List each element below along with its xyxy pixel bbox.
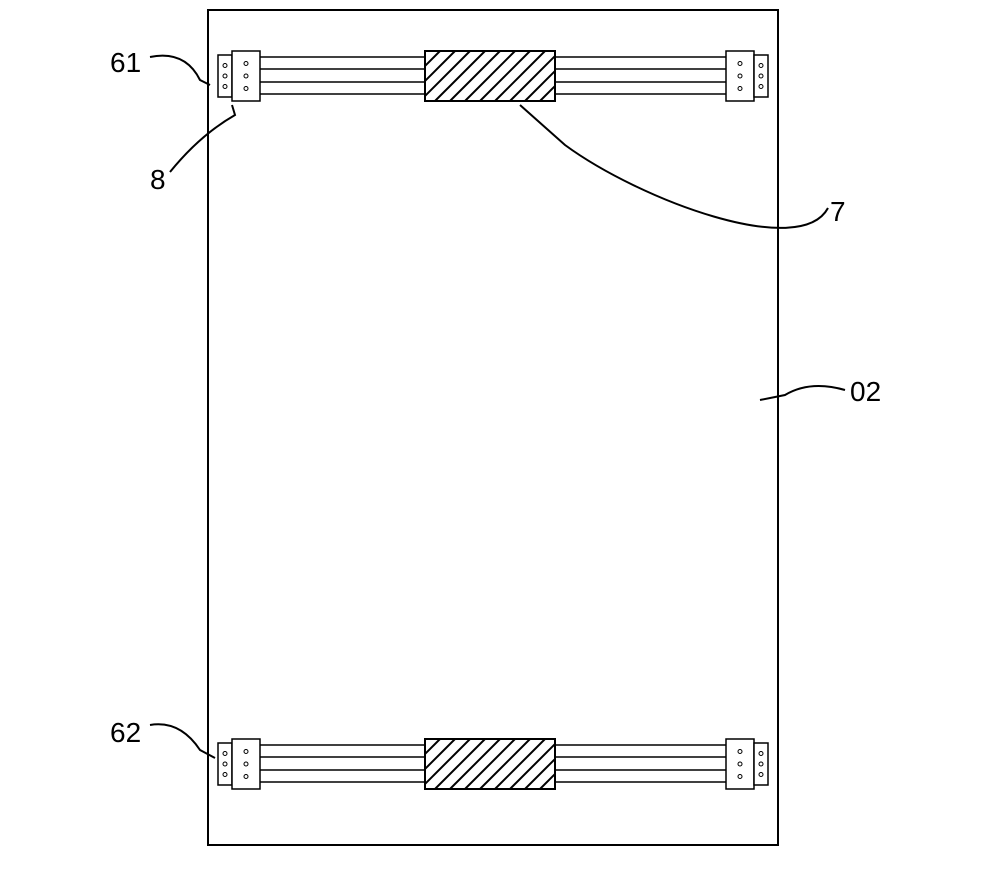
bottom-assembly-endcap-right-inner xyxy=(726,739,754,789)
bottom-assembly-endcap-left-inner xyxy=(232,739,260,789)
bottom-assembly-endcap-left-outer xyxy=(218,743,232,785)
label-62: 62 xyxy=(110,717,141,749)
main-frame xyxy=(208,10,778,845)
leader-7 xyxy=(520,105,828,228)
leader-8 xyxy=(170,105,235,172)
bottom-assembly-endcap-right-outer xyxy=(754,743,768,785)
top-assembly-endcap-right-inner xyxy=(726,51,754,101)
top-assembly-endcap-right-outer xyxy=(754,55,768,97)
label-7: 7 xyxy=(830,196,846,228)
diagram-svg xyxy=(0,0,1000,874)
top-assembly-endcap-left-inner xyxy=(232,51,260,101)
top-assembly-endcap-left-outer xyxy=(218,55,232,97)
leader-61 xyxy=(150,56,210,85)
label-61: 61 xyxy=(110,47,141,79)
label-8: 8 xyxy=(150,164,166,196)
leader-62 xyxy=(150,724,215,758)
leader-02 xyxy=(760,386,845,400)
label-02: 02 xyxy=(850,376,881,408)
